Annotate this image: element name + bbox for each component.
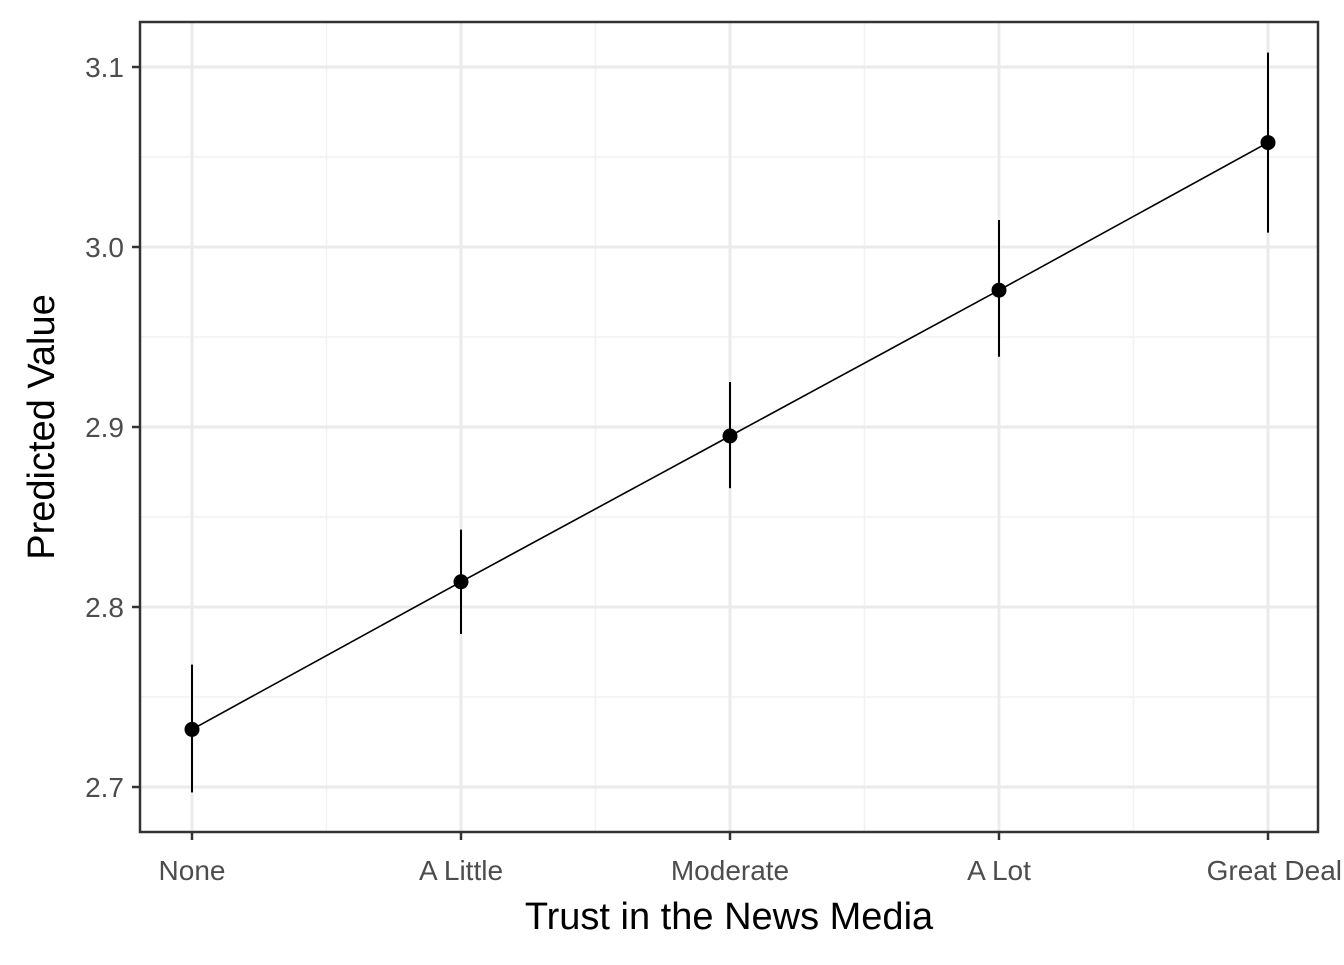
x-tick-label: None xyxy=(159,855,226,886)
series-layer xyxy=(184,52,1276,793)
y-tick-label: 2.9 xyxy=(85,412,124,443)
axis-ticks xyxy=(132,65,1270,840)
y-tick-label: 2.8 xyxy=(85,592,124,623)
y-axis-title: Predicted Value xyxy=(21,294,63,559)
x-tick-label: Moderate xyxy=(671,855,789,886)
data-point xyxy=(453,574,469,590)
data-point xyxy=(722,428,738,444)
x-tick-label: A Little xyxy=(419,855,503,886)
x-axis-title: Trust in the News Media xyxy=(525,896,934,938)
data-point xyxy=(184,721,200,737)
x-tick-label: Great Deal xyxy=(1207,855,1342,886)
x-tick-labels: None A Little Moderate A Lot Great Deal xyxy=(159,855,1342,886)
data-point xyxy=(991,282,1007,298)
y-tick-label: 3.0 xyxy=(85,232,124,263)
y-tick-label: 3.1 xyxy=(85,52,124,83)
x-tick-label: A Lot xyxy=(967,855,1031,886)
data-point xyxy=(1260,135,1276,151)
major-grid xyxy=(140,22,1318,832)
y-tick-labels: 2.7 2.8 2.9 3.0 3.1 xyxy=(85,52,124,803)
y-tick-label: 2.7 xyxy=(85,772,124,803)
